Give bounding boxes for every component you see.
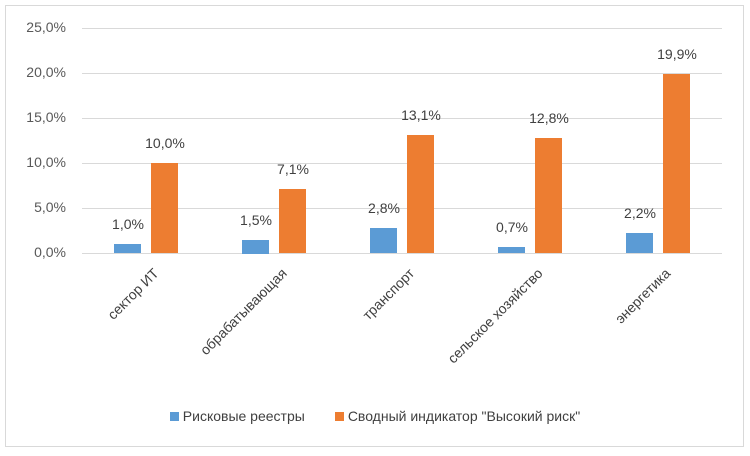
data-label: 10,0% [145,135,185,151]
legend-swatch-orange-icon [334,411,344,421]
data-label: 2,8% [368,200,400,216]
data-label: 0,7% [496,219,528,235]
legend: Рисковые реестры Сводный индикатор "Высо… [0,408,750,424]
data-label: 12,8% [529,110,569,126]
data-label: 19,9% [657,46,697,62]
y-axis-tick-label: 15,0% [26,109,66,125]
legend-label: Рисковые реестры [182,408,305,424]
y-axis-tick-label: 25,0% [26,19,66,35]
bar-risk-registers [626,233,653,253]
gridline [82,253,722,254]
bar-high-risk-indicator [407,135,434,253]
data-label: 7,1% [277,161,309,177]
bar-high-risk-indicator [663,74,690,253]
bar-high-risk-indicator [279,189,306,253]
data-label: 13,1% [401,107,441,123]
legend-swatch-blue-icon [169,411,179,421]
bar-risk-registers [242,240,269,254]
bar-risk-registers [370,228,397,253]
legend-item-high-risk-indicator: Сводный индикатор "Высокий риск" [334,408,581,424]
y-axis-tick-label: 20,0% [26,64,66,80]
gridline [82,28,722,29]
data-label: 1,5% [240,212,272,228]
legend-item-risk-registers: Рисковые реестры [169,408,305,424]
legend-label: Сводный индикатор "Высокий риск" [347,408,581,424]
x-axis-category-label: сельское хозяйство [444,265,546,367]
y-axis-tick-label: 0,0% [34,244,66,260]
bar-high-risk-indicator [151,163,178,253]
bar-high-risk-indicator [535,138,562,253]
chart-frame [5,5,744,447]
gridline [82,208,722,209]
x-axis-category-label: транспорт [359,265,418,323]
gridline [82,73,722,74]
gridline [82,118,722,119]
bar-risk-registers [498,247,525,253]
x-axis-category-label: обрабатывающая [196,265,290,358]
data-label: 2,2% [624,205,656,221]
y-axis-tick-label: 5,0% [34,199,66,215]
y-axis-tick-label: 10,0% [26,154,66,170]
bar-risk-registers [114,244,141,253]
x-axis-category-label: сектор ИТ [104,265,162,323]
gridline [82,163,722,164]
data-label: 1,0% [112,216,144,232]
x-axis-category-label: энергетика [611,265,674,327]
